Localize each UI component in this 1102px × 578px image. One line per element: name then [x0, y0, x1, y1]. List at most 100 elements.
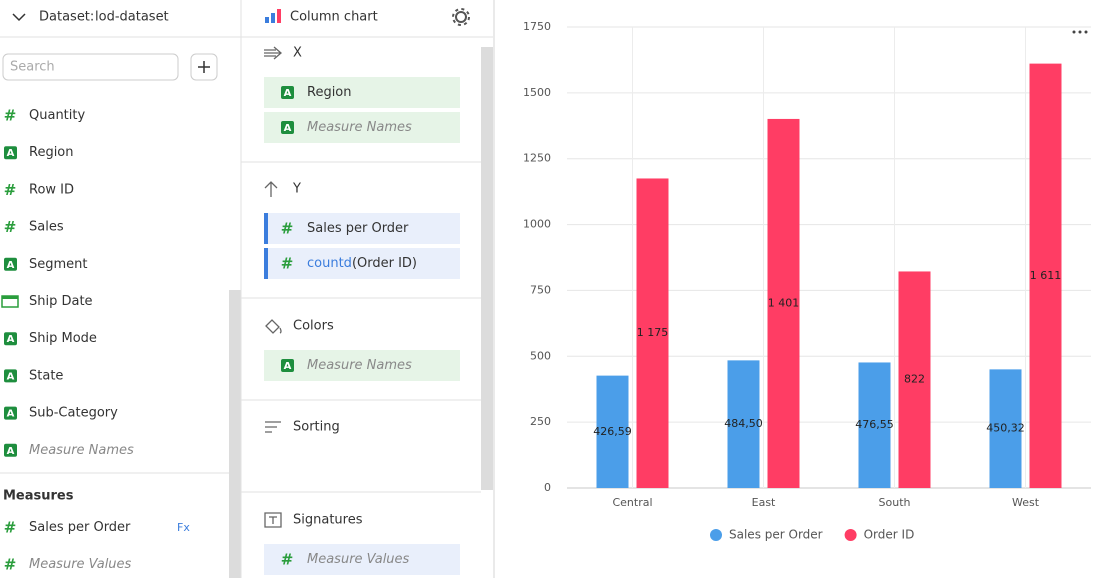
value-label: 484,50	[724, 417, 763, 430]
field-name-text: Ship Date	[29, 294, 93, 309]
section-icon	[264, 46, 282, 60]
field-name: Region	[307, 85, 352, 100]
legend-label[interactable]: Sales per Order	[729, 528, 823, 542]
chart-type-icon	[265, 9, 281, 23]
section-icon	[265, 421, 281, 433]
legend-swatch	[844, 529, 857, 541]
more-menu[interactable]	[1072, 30, 1088, 34]
measure-icon: #	[281, 255, 294, 273]
value-label: 476,55	[855, 418, 894, 431]
field-name-text: Measure Names	[307, 358, 412, 373]
chart-type: Column chart	[290, 10, 378, 25]
field-chip[interactable]	[264, 544, 460, 575]
field-name: countd(Order ID)	[307, 256, 417, 271]
field-name: Measure Names	[307, 358, 412, 373]
field-chip[interactable]	[264, 350, 460, 381]
field-name-text: Sales per Order	[29, 520, 131, 535]
field-name-text: Quantity	[29, 108, 85, 123]
bar	[636, 178, 669, 488]
bar	[858, 362, 891, 488]
measure-icon: #	[281, 220, 294, 238]
chevron[interactable]	[12, 13, 26, 22]
value-label: 426,59	[593, 425, 632, 438]
x-tick-label: West	[1012, 496, 1040, 509]
bar	[727, 360, 760, 488]
field-name: State	[29, 368, 63, 383]
section-title: Signatures	[293, 513, 363, 528]
field-name: Measure Names	[307, 120, 412, 135]
field-name-text: Ship Mode	[29, 331, 97, 346]
section-title: Colors	[293, 319, 334, 334]
field-name: Segment	[29, 256, 88, 271]
y-tick-label: 500	[530, 349, 551, 362]
field-name: Quantity	[29, 108, 85, 123]
x-tick-label: East	[752, 496, 776, 509]
y-tick-label: 250	[530, 415, 551, 428]
bar	[767, 118, 800, 488]
field-name: Sales per Order	[307, 221, 409, 236]
field-chip[interactable]	[264, 248, 460, 279]
field-chip[interactable]	[264, 77, 460, 108]
field-name-text: (Order ID)	[352, 256, 417, 271]
field-name: Region	[29, 145, 74, 160]
field-name: Sub-Category	[29, 405, 118, 420]
dimension-icon	[281, 359, 294, 372]
dimension-icon	[4, 332, 17, 346]
value-label: 450,32	[986, 422, 1025, 435]
field-chip[interactable]	[264, 213, 460, 244]
y-tick-label: 1750	[523, 20, 551, 33]
chip-marker	[264, 248, 268, 279]
function-name: countd	[307, 256, 352, 271]
section-title: Sorting	[293, 420, 340, 435]
value-label: 1 611	[1030, 269, 1062, 282]
dataset-label: Dataset:	[39, 10, 94, 25]
measure-icon: #	[4, 181, 17, 199]
bar	[1029, 63, 1062, 488]
section-icon	[264, 512, 282, 528]
measure-icon: #	[281, 551, 294, 569]
section-icon	[265, 319, 282, 334]
value-label: 822	[904, 373, 925, 386]
bar	[898, 271, 931, 488]
dimension-icon	[281, 121, 294, 134]
scrollbar	[229, 290, 241, 578]
value-label: 1 175	[637, 326, 669, 339]
measure-icon: #	[4, 519, 17, 537]
search-input[interactable]	[2, 53, 179, 81]
field-name-text: Measure Names	[29, 442, 134, 457]
dimension-icon	[4, 369, 17, 383]
y-tick-label: 750	[530, 283, 551, 296]
dimension-icon	[4, 257, 17, 271]
search-placeholder: Search	[10, 60, 55, 75]
y-tick-label: 1500	[523, 86, 551, 99]
field-name: Row ID	[29, 182, 74, 197]
field-name: Measure Names	[29, 442, 134, 457]
field-name: Ship Mode	[29, 331, 97, 346]
field-name-text: Region	[29, 145, 74, 160]
measure-icon: #	[4, 218, 17, 236]
settings-icon[interactable]	[452, 8, 470, 26]
measure-icon: #	[4, 556, 17, 574]
section-title: X	[293, 46, 302, 61]
field-name-text: Sub-Category	[29, 405, 118, 420]
field-name-text: Segment	[29, 256, 88, 271]
field-name-text: State	[29, 368, 63, 383]
measure-icon: #	[4, 107, 17, 125]
dimension-icon-label: A	[7, 334, 15, 345]
dimension-icon	[4, 443, 17, 457]
y-tick-label: 1000	[523, 218, 551, 231]
field-name: Measure Values	[29, 557, 132, 572]
dimension-icon-label: A	[7, 409, 15, 420]
field-name: Sales per Order	[29, 520, 131, 535]
chip-marker	[264, 213, 268, 244]
dimension-icon-label: A	[284, 123, 292, 134]
legend-label[interactable]: Order ID	[864, 528, 915, 542]
field-name-text: Region	[307, 85, 352, 100]
dimension-icon-label: A	[7, 260, 15, 271]
field-chip[interactable]	[264, 112, 460, 143]
calendar-icon-bar	[2, 296, 18, 299]
value-label: 1 401	[768, 296, 800, 309]
